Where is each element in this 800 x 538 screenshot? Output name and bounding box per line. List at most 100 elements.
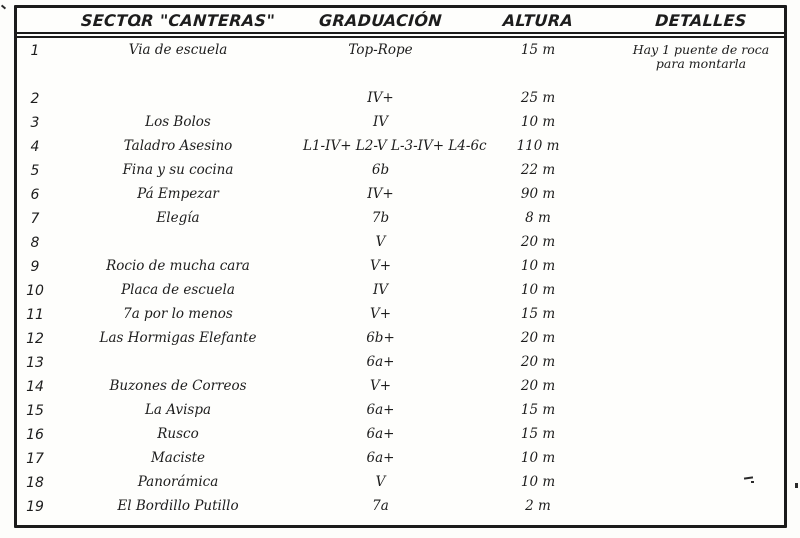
route-details [618,473,784,475]
table-row: 2 IV+ 25 m [17,89,784,113]
route-number: 12 [26,331,44,347]
route-number: 9 [30,259,40,275]
route-details [618,233,784,235]
route-grade: V [375,474,386,490]
route-name: Via de escuela [128,42,228,58]
table-header-row: SECTOR "CANTERAS" GRADUACIÓN ALTURA DETA… [17,8,784,38]
table-row: 7 Elegía 7b 8 m [17,209,784,233]
route-height: 8 m [525,210,551,226]
route-details [618,137,784,139]
route-height: 10 m [520,450,556,466]
route-details [618,401,784,403]
route-details [618,353,784,355]
table-row: 17 Maciste 6a+ 10 m [17,449,784,473]
table-row: 14 Buzones de Correos V+ 20 m [17,377,784,401]
route-details [618,425,784,427]
route-height: 2 m [525,498,551,514]
route-details [618,329,784,331]
route-name: 7a por lo menos [123,306,233,322]
route-number: 17 [26,451,44,467]
route-height: 20 m [520,378,556,394]
route-height: 25 m [520,90,556,106]
route-height: 15 m [520,42,556,58]
routes-table: SECTOR "CANTERAS" GRADUACIÓN ALTURA DETA… [14,5,787,528]
route-number: 5 [30,163,40,179]
route-name: Pá Empezar [137,186,219,202]
route-number: 19 [26,499,44,515]
route-grade: L1-IV+ L2-V L-3-IV+ L4-6c [303,138,487,154]
route-name: Taladro Asesino [123,138,233,154]
route-height: 10 m [520,258,556,274]
route-name [53,89,303,91]
header-sector: SECTOR "CANTERAS" [80,10,276,30]
route-grade: 6a+ [366,402,395,418]
route-number: 3 [30,115,40,131]
route-height: 90 m [520,186,556,202]
scan-artifact-header-dot [137,24,140,26]
route-number: 16 [26,427,44,443]
route-details [618,257,784,259]
route-number: 18 [26,475,44,491]
route-number: 7 [30,211,40,227]
table-row: 12 Las Hormigas Elefante 6b+ 20 m [17,329,784,353]
table-row: 8 V 20 m [17,233,784,257]
route-details [618,449,784,451]
route-name: Buzones de Correos [109,378,247,394]
route-height: 20 m [520,234,556,250]
table-row: 11 7a por lo menos V+ 15 m [17,305,784,329]
route-grade: Top-Rope [348,42,413,58]
table-row: 9 Rocio de mucha cara V+ 10 m [17,257,784,281]
route-name: El Bordillo Putillo [117,498,239,514]
route-grade: 6a+ [366,450,395,466]
scan-artifact-smudge-dot [751,481,754,483]
route-name [53,233,303,235]
route-details [618,161,784,163]
route-number: 1 [30,43,40,59]
route-details [618,89,784,91]
scan-artifact-edge-mark [795,483,798,488]
route-grade: V+ [369,306,392,322]
table-row: 3 Los Bolos IV 10 m [17,113,784,137]
route-details [618,209,784,211]
route-height: 15 m [520,426,556,442]
route-grade: V [375,234,386,250]
route-number: 4 [30,139,40,155]
route-name: Rocio de mucha cara [106,258,250,274]
table-row: 6 Pá Empezar IV+ 90 m [17,185,784,209]
route-height: 15 m [520,402,556,418]
route-height: 10 m [520,114,556,130]
route-number: 6 [30,187,40,203]
route-details [618,113,784,115]
route-height: 20 m [520,354,556,370]
route-number: 11 [26,307,44,323]
route-grade: 7a [372,498,389,514]
route-number: 8 [30,235,40,251]
route-name: La Avispa [144,402,212,418]
header-altura: ALTURA [502,10,574,30]
table-row: 10 Placa de escuela IV 10 m [17,281,784,305]
route-number: 10 [26,283,44,299]
route-details [618,497,784,499]
route-number: 14 [26,379,44,395]
route-name: Placa de escuela [121,282,235,298]
table-row: 18 Panorámica V 10 m [17,473,784,497]
table-row: 1 Via de escuela Top-Rope 15 m Hay 1 pue… [17,41,784,89]
table-row: 13 6a+ 20 m [17,353,784,377]
route-name: Elegía [156,210,200,226]
route-grade: IV [372,282,389,298]
route-grade: V+ [369,378,392,394]
table-row: 4 Taladro Asesino L1-IV+ L2-V L-3-IV+ L4… [17,137,784,161]
header-graduacion: GRADUACIÓN [318,10,443,30]
route-grade: 6a+ [366,354,395,370]
route-details [618,305,784,307]
route-name: Rusco [157,426,199,442]
table-row: 16 Rusco 6a+ 15 m [17,425,784,449]
header-detalles: DETALLES [654,10,748,30]
route-height: 22 m [520,162,556,178]
table-row: 19 El Bordillo Putillo 7a 2 m [17,497,784,521]
route-name: Los Bolos [145,114,211,130]
route-name: Maciste [150,450,206,466]
route-name [53,353,303,355]
route-details [618,185,784,187]
